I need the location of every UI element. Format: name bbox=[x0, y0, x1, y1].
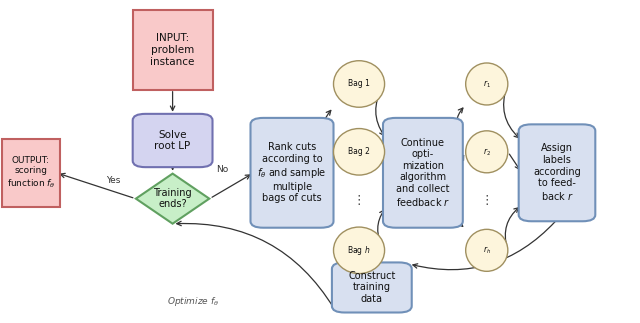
FancyBboxPatch shape bbox=[132, 114, 212, 167]
FancyBboxPatch shape bbox=[2, 139, 60, 207]
Polygon shape bbox=[136, 174, 209, 224]
Text: Bag $h$: Bag $h$ bbox=[348, 244, 371, 257]
Text: Continue
opti-
mization
algorithm
and collect
feedback $r$: Continue opti- mization algorithm and co… bbox=[396, 138, 450, 208]
Text: Optimize $f_\theta$: Optimize $f_\theta$ bbox=[167, 295, 219, 307]
Text: Training
ends?: Training ends? bbox=[154, 188, 192, 209]
Text: $r_1$: $r_1$ bbox=[483, 78, 491, 90]
Text: Rank cuts
according to
$f_\theta$ and sample
multiple
bags of cuts: Rank cuts according to $f_\theta$ and sa… bbox=[257, 142, 326, 203]
Ellipse shape bbox=[333, 227, 385, 274]
Ellipse shape bbox=[333, 129, 385, 175]
Text: $r_h$: $r_h$ bbox=[483, 245, 491, 256]
FancyBboxPatch shape bbox=[132, 10, 212, 90]
Text: Bag 1: Bag 1 bbox=[348, 79, 370, 89]
Text: INPUT:
problem
instance: INPUT: problem instance bbox=[150, 34, 195, 67]
Text: $r_2$: $r_2$ bbox=[483, 146, 491, 158]
Text: Assign
labels
according
to feed-
back $r$: Assign labels according to feed- back $r… bbox=[533, 143, 581, 202]
FancyBboxPatch shape bbox=[518, 124, 595, 221]
Ellipse shape bbox=[466, 131, 508, 173]
FancyBboxPatch shape bbox=[332, 262, 412, 313]
Text: No: No bbox=[216, 165, 228, 174]
Text: Yes: Yes bbox=[106, 176, 120, 185]
Text: OUTPUT:
scoring
function $f_\theta$: OUTPUT: scoring function $f_\theta$ bbox=[6, 156, 55, 190]
Text: ⋮: ⋮ bbox=[353, 194, 365, 207]
Ellipse shape bbox=[466, 63, 508, 105]
Text: ⋮: ⋮ bbox=[481, 194, 493, 207]
Text: Bag 2: Bag 2 bbox=[348, 147, 370, 156]
Ellipse shape bbox=[466, 229, 508, 271]
Text: Construct
training
data: Construct training data bbox=[348, 271, 396, 304]
Text: Solve
root LP: Solve root LP bbox=[154, 130, 191, 151]
Ellipse shape bbox=[333, 61, 385, 107]
FancyBboxPatch shape bbox=[383, 118, 463, 228]
FancyBboxPatch shape bbox=[250, 118, 333, 228]
